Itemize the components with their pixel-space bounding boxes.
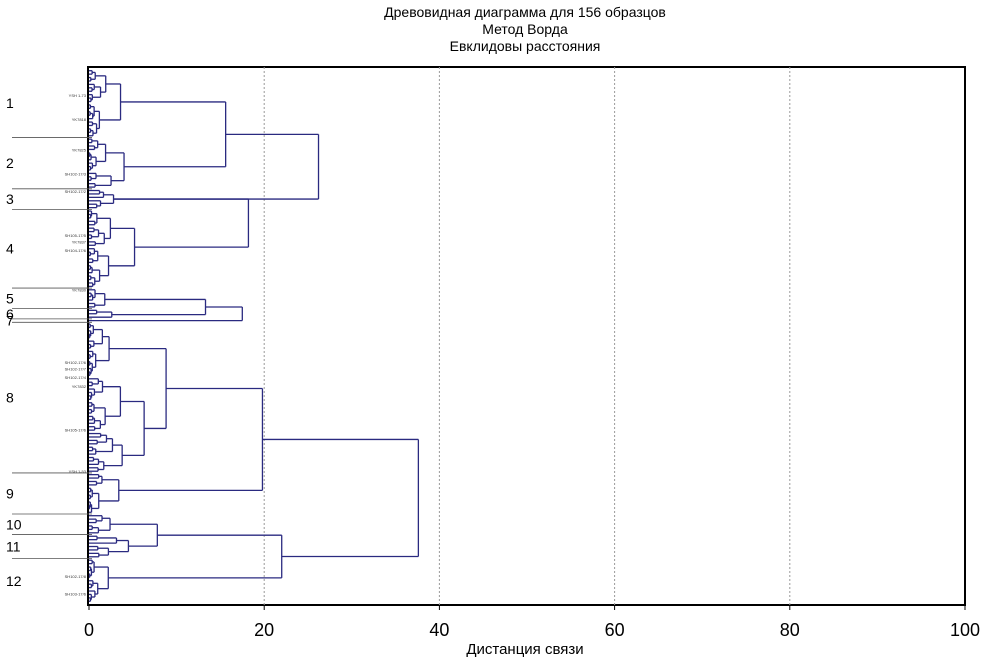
leaf-label-5: SH105-17/5 [65,233,87,238]
leaf-label-2: YK7825 [72,147,87,152]
grid-layer [263,67,791,605]
leaf-label-9: SH102-17/6 [65,360,87,365]
cluster-label-11: 11 [6,539,21,555]
chart-title-block: Древовидная диаграмма для 156 образцов М… [0,4,981,55]
cluster-label-9: 9 [6,485,14,501]
x-axis-title: Дистанция связи [466,641,583,658]
dendrogram-tree [88,70,420,602]
leaf-label-6: YK7837 [72,239,87,244]
cluster-label-10: 10 [6,516,22,532]
x-tick-label-60: 60 [605,620,625,640]
chart-subtitle-distance: Евклидовы расстояния [449,38,601,54]
x-tick-label-20: 20 [254,620,274,640]
cluster-label-1: 1 [6,95,14,111]
cluster-label-2: 2 [6,155,14,171]
cluster-label-5: 5 [6,290,14,306]
leaf-label-10: SH102-17/7 [65,366,87,371]
x-tick-label-100: 100 [950,620,980,640]
leaf-label-15: SH102-17/8 [65,574,87,579]
x-tick-label-0: 0 [84,620,94,640]
leaf-label-layer: YSH 1-73 YK7818 YK7825 SH102-17/3 SH102-17/2… [65,93,87,597]
chart-title: Древовидная диаграмма для 156 образцов [384,4,666,20]
cluster-label-8: 8 [6,390,14,406]
x-tick-label-80: 80 [780,620,800,640]
leaf-label-7: SH104-17/6 [65,248,87,253]
leaf-label-4: SH102-17/2 [65,189,87,194]
cluster-label-4: 4 [6,241,14,257]
leaf-label-3: SH102-17/3 [65,172,87,177]
x-axis-ticks: 0 20 40 60 80 100 [84,605,980,640]
cluster-label-7: 7 [6,313,14,329]
leaf-label-0: YSH 1-73 [69,93,87,98]
leaf-label-16: SH103-17/6 [65,592,87,597]
chart-subtitle-method: Метод Ворда [482,21,568,37]
leaf-label-8: YK7830 [72,288,87,293]
cluster-label-12: 12 [6,573,22,589]
x-tick-label-40: 40 [429,620,449,640]
leaf-label-13: SH105-17/6 [65,428,87,433]
plot-frame [87,66,966,606]
leaf-label-11: SH102-17/4 [65,375,87,380]
leaf-label-1: YK7818 [72,117,87,122]
cluster-separator-layer [12,137,92,559]
cluster-label-3: 3 [6,191,14,207]
leaf-label-12: YK7832 [72,384,87,389]
cluster-label-6: 6 [6,306,14,322]
leaf-label-14: YSH 1-53 [69,469,87,474]
